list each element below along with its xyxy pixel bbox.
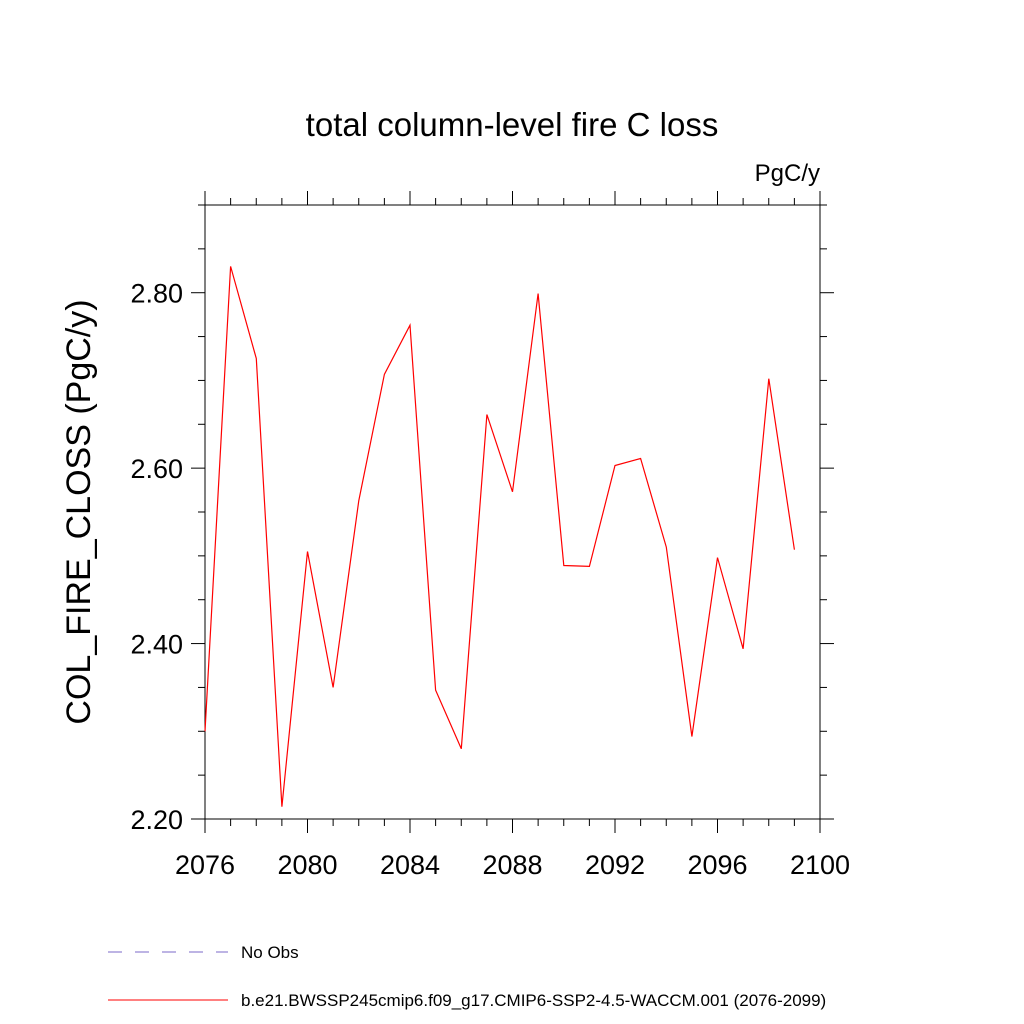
x-tick-label: 2084 xyxy=(380,850,440,880)
x-tick-label: 2080 xyxy=(277,850,337,880)
x-tick-label: 2088 xyxy=(482,850,542,880)
x-tick-label: 2100 xyxy=(790,850,850,880)
y-axis-ticks: 2.20 2.40 2.60 2.80 xyxy=(130,204,834,835)
legend-label: No Obs xyxy=(241,943,299,962)
y-tick-label: 2.20 xyxy=(130,805,183,835)
legend: No Obs b.e21.BWSSP245cmip6.f09_g17.CMIP6-… xyxy=(108,943,826,1010)
units-label: PgC/y xyxy=(755,160,820,187)
series-line-1 xyxy=(204,266,795,807)
chart-title: total column-level fire C loss xyxy=(306,106,719,143)
y-tick-label: 2.60 xyxy=(130,454,183,484)
x-tick-label: 2096 xyxy=(687,850,747,880)
y-tick-label: 2.40 xyxy=(130,630,183,660)
x-tick-label: 2076 xyxy=(175,850,235,880)
series-layer xyxy=(204,266,795,807)
legend-label: b.e21.BWSSP245cmip6.f09_g17.CMIP6-SSP2-4… xyxy=(241,991,826,1010)
x-axis-ticks: 2076 2080 2084 2088 2092 2096 2100 xyxy=(175,191,850,880)
y-axis-label: COL_FIRE_CLOSS (PgC/y) xyxy=(60,299,98,724)
y-tick-label: 2.80 xyxy=(130,279,183,309)
x-tick-label: 2092 xyxy=(585,850,645,880)
plot-frame xyxy=(204,204,821,820)
